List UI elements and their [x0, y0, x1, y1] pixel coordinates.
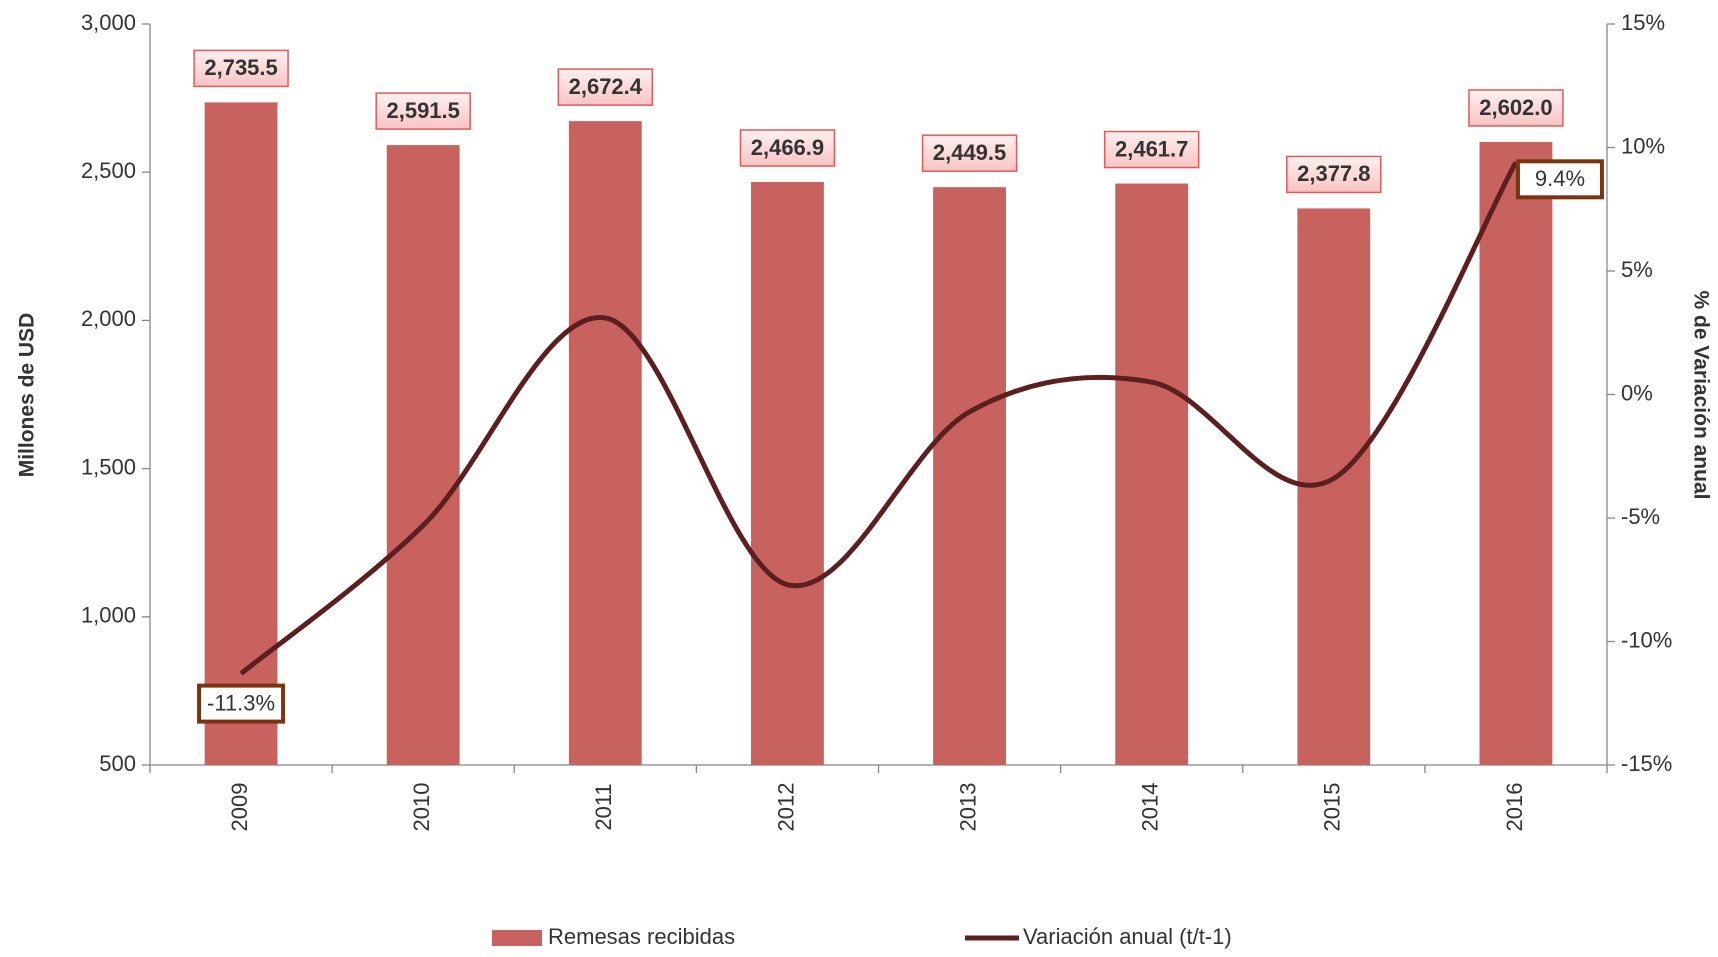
bar [568, 121, 642, 765]
x-tick-label: 2013 [955, 783, 980, 832]
x-tick-label: 2012 [773, 783, 798, 832]
bar-value-label-box [375, 92, 471, 130]
bar-value-label: 2,672.4 [569, 74, 643, 99]
bar [933, 187, 1006, 765]
x-tick-label: 2014 [1138, 783, 1163, 832]
bar-value-label: 2,449.5 [933, 140, 1006, 165]
y-tick-label: 3,000 [81, 10, 136, 35]
y2-tick-label: 10% [1621, 133, 1665, 158]
y-axis-title: Millones de USD [16, 313, 39, 478]
line-value-label-box [197, 683, 286, 724]
bar-value-label-box [921, 134, 1018, 172]
line-value-label: -11.3% [207, 690, 275, 715]
y-tick-label: 1,500 [81, 454, 136, 479]
y-tick-label: 2,000 [81, 306, 136, 331]
y-tick-label: 2,500 [81, 158, 136, 183]
bar-value-label-box [193, 49, 289, 88]
y2-tick-label: 15% [1621, 10, 1665, 35]
legend-label: Variación anual (t/t-1) [1023, 924, 1232, 949]
x-tick-label: 2009 [227, 783, 252, 832]
legend-label: Remesas recibidas [548, 924, 735, 949]
bar [1479, 141, 1553, 766]
y2-tick-label: -5% [1621, 504, 1660, 529]
bar [204, 102, 278, 765]
x-tick-label: 2011 [591, 783, 616, 830]
bar-value-label: 2,602.0 [1479, 95, 1552, 120]
bar-value-label-box [1103, 130, 1200, 169]
line-value-label: 9.4% [1535, 166, 1585, 191]
bar [751, 182, 824, 765]
bar-value-label-box [557, 68, 654, 106]
y2-tick-label: -15% [1621, 751, 1672, 776]
bar-value-label-box [739, 129, 836, 167]
bar-value-label: 2,591.5 [386, 98, 459, 123]
bar [386, 145, 460, 765]
bar [1115, 183, 1189, 765]
bar-value-label: 2,735.5 [204, 55, 277, 80]
line [239, 161, 1519, 676]
bar-value-label: 2,466.9 [751, 135, 824, 160]
x-tick-label: 2016 [1502, 783, 1527, 832]
bar-value-label-box [1286, 155, 1382, 194]
bar-value-label-box [1468, 89, 1564, 127]
y-tick-label: 1,000 [81, 603, 136, 628]
y2-tick-label: -10% [1621, 627, 1672, 652]
bar-value-label: 2,377.8 [1297, 161, 1370, 186]
line-value-label-box [1515, 159, 1604, 200]
y2-tick-label: 5% [1621, 257, 1653, 282]
x-tick-label: 2010 [409, 783, 434, 832]
y-tick-label: 500 [99, 751, 136, 776]
y2-axis-title: % de Variación anual [1689, 291, 1712, 500]
x-tick-label: 2015 [1320, 783, 1345, 832]
bar-value-label: 2,461.7 [1115, 136, 1188, 161]
legend-swatch [492, 930, 542, 946]
y2-tick-label: 0% [1621, 380, 1653, 405]
